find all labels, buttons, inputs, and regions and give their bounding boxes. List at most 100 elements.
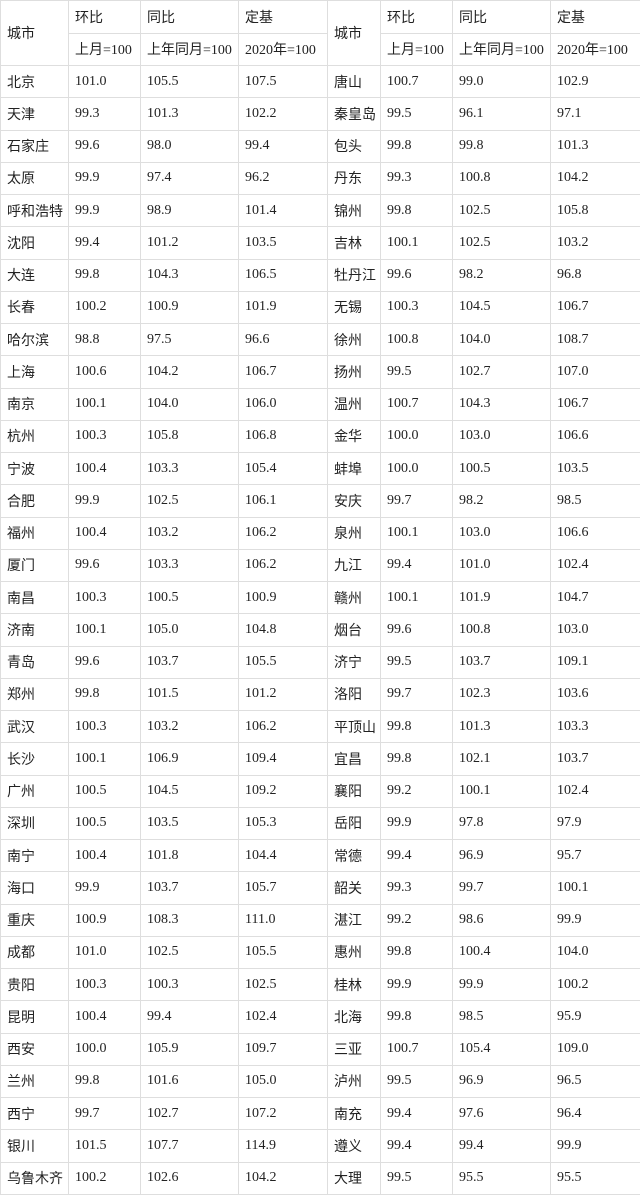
cell-fixed: 114.9 — [239, 1130, 328, 1162]
cell-fixed: 104.4 — [239, 840, 328, 872]
cell-mom: 100.5 — [69, 807, 141, 839]
cell-fixed: 103.0 — [551, 614, 640, 646]
cell-city: 济南 — [1, 614, 69, 646]
cell-yoy: 98.5 — [453, 1001, 551, 1033]
cell-city: 惠州 — [328, 936, 381, 968]
cell-fixed: 96.4 — [551, 1098, 640, 1130]
cell-fixed: 101.2 — [239, 678, 328, 710]
cell-city: 厦门 — [1, 549, 69, 581]
cell-yoy: 103.7 — [141, 872, 239, 904]
cell-mom: 100.1 — [381, 582, 453, 614]
cell-fixed: 107.2 — [239, 1098, 328, 1130]
cell-mom: 99.6 — [69, 646, 141, 678]
cell-mom: 100.3 — [69, 711, 141, 743]
cell-city: 昆明 — [1, 1001, 69, 1033]
cell-yoy: 101.9 — [453, 582, 551, 614]
cell-fixed: 103.3 — [551, 711, 640, 743]
cell-fixed: 99.9 — [551, 1130, 640, 1162]
cell-mom: 100.6 — [69, 356, 141, 388]
cell-mom: 100.4 — [69, 453, 141, 485]
cell-yoy: 104.2 — [141, 356, 239, 388]
cell-fixed: 103.5 — [551, 453, 640, 485]
cell-mom: 99.3 — [381, 872, 453, 904]
cell-mom: 100.8 — [381, 324, 453, 356]
cell-city: 桂林 — [328, 969, 381, 1001]
cell-fixed: 103.5 — [239, 227, 328, 259]
cell-yoy: 108.3 — [141, 904, 239, 936]
cell-yoy: 100.8 — [453, 614, 551, 646]
cell-city: 济宁 — [328, 646, 381, 678]
cell-mom: 99.8 — [69, 259, 141, 291]
cell-fixed: 95.9 — [551, 1001, 640, 1033]
cell-mom: 100.1 — [69, 388, 141, 420]
cell-yoy: 103.2 — [141, 711, 239, 743]
cell-fixed: 99.9 — [551, 904, 640, 936]
cell-yoy: 100.8 — [453, 162, 551, 194]
cell-yoy: 101.8 — [141, 840, 239, 872]
cell-mom: 100.3 — [69, 420, 141, 452]
cell-mom: 99.4 — [69, 227, 141, 259]
cell-fixed: 102.9 — [551, 66, 640, 98]
cell-mom: 99.8 — [381, 1001, 453, 1033]
cell-city: 沈阳 — [1, 227, 69, 259]
cell-fixed: 96.8 — [551, 259, 640, 291]
cell-fixed: 106.2 — [239, 517, 328, 549]
cell-city: 石家庄 — [1, 130, 69, 162]
header-mom: 环比 — [381, 1, 453, 34]
cell-yoy: 103.2 — [141, 517, 239, 549]
cell-fixed: 100.2 — [551, 969, 640, 1001]
cell-fixed: 100.1 — [551, 872, 640, 904]
cell-yoy: 101.3 — [453, 711, 551, 743]
cell-yoy: 100.5 — [141, 582, 239, 614]
cell-fixed: 109.7 — [239, 1033, 328, 1065]
cell-mom: 99.4 — [381, 549, 453, 581]
cell-city: 郑州 — [1, 678, 69, 710]
header-fixed-base: 2020年=100 — [239, 33, 328, 66]
cell-city: 青岛 — [1, 646, 69, 678]
cell-mom: 99.9 — [69, 485, 141, 517]
cell-mom: 99.2 — [381, 904, 453, 936]
cell-city: 杭州 — [1, 420, 69, 452]
header-city: 城市 — [328, 1, 381, 66]
cell-fixed: 96.2 — [239, 162, 328, 194]
cell-fixed: 105.4 — [239, 453, 328, 485]
cell-fixed: 102.2 — [239, 98, 328, 130]
cell-mom: 99.9 — [381, 807, 453, 839]
cell-yoy: 103.3 — [141, 453, 239, 485]
cell-city: 三亚 — [328, 1033, 381, 1065]
cell-mom: 99.4 — [381, 1098, 453, 1130]
cell-city: 西宁 — [1, 1098, 69, 1130]
cell-mom: 100.5 — [69, 775, 141, 807]
cell-city: 遵义 — [328, 1130, 381, 1162]
cell-city: 泸州 — [328, 1065, 381, 1097]
cell-fixed: 95.7 — [551, 840, 640, 872]
cell-fixed: 96.6 — [239, 324, 328, 356]
cell-city: 岳阳 — [328, 807, 381, 839]
cell-fixed: 97.9 — [551, 807, 640, 839]
cell-mom: 99.7 — [381, 485, 453, 517]
cell-fixed: 101.3 — [551, 130, 640, 162]
cell-city: 南昌 — [1, 582, 69, 614]
cell-mom: 99.5 — [381, 356, 453, 388]
cell-city: 大理 — [328, 1162, 381, 1194]
cell-fixed: 106.7 — [551, 291, 640, 323]
cell-fixed: 105.5 — [239, 646, 328, 678]
cell-fixed: 109.4 — [239, 743, 328, 775]
cell-yoy: 101.5 — [141, 678, 239, 710]
cell-yoy: 105.5 — [141, 66, 239, 98]
cell-city: 烟台 — [328, 614, 381, 646]
cell-yoy: 106.9 — [141, 743, 239, 775]
